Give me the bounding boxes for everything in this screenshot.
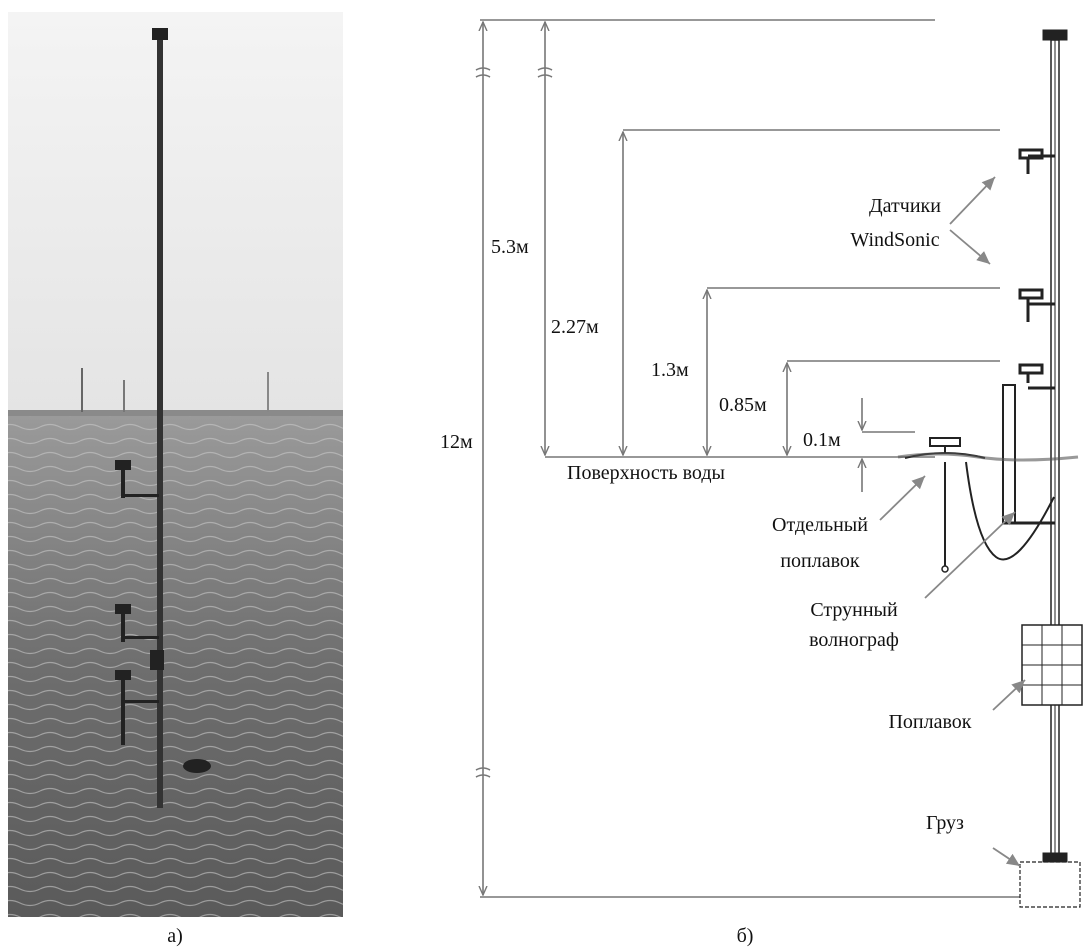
label: поплавок (780, 550, 860, 572)
water-surface-label: Поверхность воды (567, 462, 725, 484)
caption: а) (167, 925, 183, 947)
label: Отдельный (772, 514, 868, 536)
label: волнограф (809, 629, 899, 651)
mast (898, 30, 1082, 907)
figure: а) 12м 5.3м 2.27м 1.3м (0, 0, 1083, 952)
dimension-label: 5.3м (491, 236, 529, 258)
label: Груз (926, 812, 964, 834)
label-arrow (950, 230, 990, 264)
photo: а) (8, 12, 343, 947)
label-arrow (925, 512, 1015, 598)
dimension-label: 0.1м (803, 429, 841, 451)
caption: б) (737, 925, 754, 947)
dimension-label: 12м (440, 431, 473, 453)
label-arrow (993, 680, 1025, 710)
dimension-label: 1.3м (651, 359, 689, 381)
label: Поплавок (888, 711, 971, 733)
dimension-label: 0.85м (719, 394, 767, 416)
label: WindSonic (850, 229, 939, 251)
label-arrow (993, 848, 1020, 866)
label-arrow (880, 476, 925, 520)
label-arrow (950, 177, 995, 224)
dimension-label: 2.27м (551, 316, 599, 338)
diagram: 12м 5.3м 2.27м 1.3м 0.85м 0.1м Поверхнос… (440, 20, 1082, 947)
label: Струнный (810, 599, 898, 621)
label: Датчики (869, 195, 941, 217)
